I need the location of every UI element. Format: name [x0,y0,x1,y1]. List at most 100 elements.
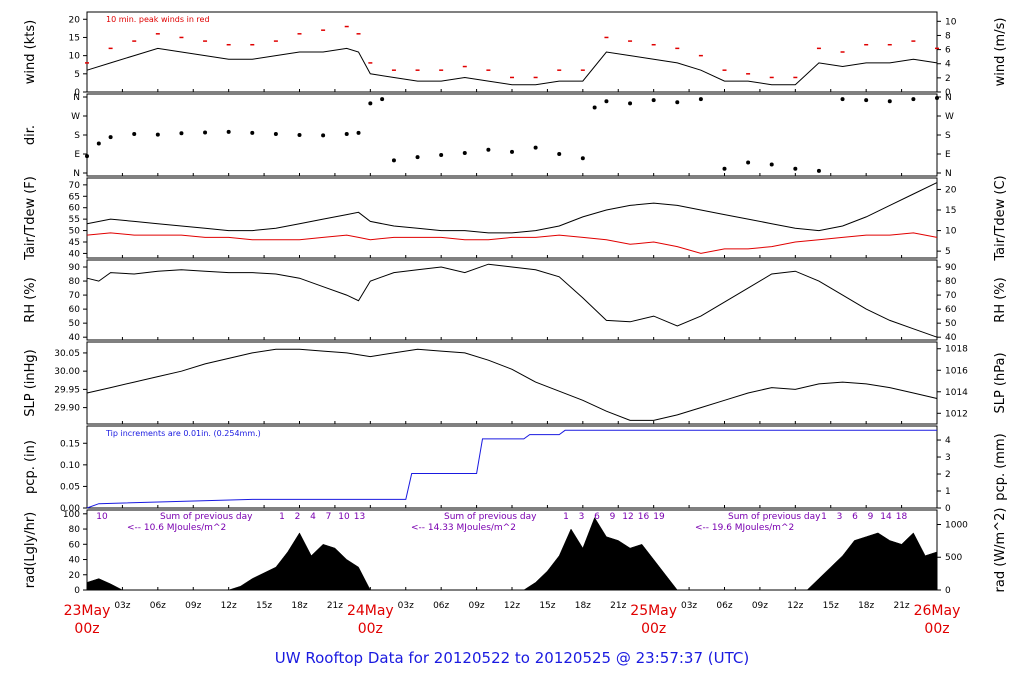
y-tick-label: 65 [69,192,80,202]
panel-frame [86,93,938,177]
wind-direction-point [155,132,160,137]
wind-direction-point [816,168,821,173]
solar-radiation-area [86,517,938,591]
y2-tick-label: 40 [945,333,957,343]
sunrise-hour-label: 10 [338,512,350,522]
x-tick-label: 21z [610,601,626,611]
series-line-tdew [86,232,938,254]
wind-direction-point [580,156,585,161]
date-label: 23May [64,603,111,619]
x-tick-label: 03z [681,601,697,611]
wind-direction-point [557,152,562,156]
y-tick-label: 29.95 [54,385,80,395]
sunrise-hour-label: 1 [279,512,285,522]
panel-frame [86,509,938,591]
panel-rh: 40 50 60 70 80 90 40 50 60 70 80 90 RH (%) RH (%) [23,259,1008,343]
y-tick-label: 40 [69,249,81,259]
x-tick-label: 15z [539,601,555,611]
wind-direction-point [344,131,349,136]
y-tick-label: N [73,169,80,179]
y-tick-label: 45 [69,238,80,248]
y2-tick-label: 10 [945,17,957,27]
sunrise-hour-label: 13 [354,512,365,522]
wind-direction-point [887,99,892,104]
y2-tick-label: 20 [945,185,957,195]
x-tick-label: 21z [893,601,909,611]
y2-tick-label: 1018 [945,345,968,355]
date-time-label: 00z [358,621,383,637]
wind-direction-point [935,96,939,101]
panel-annotation: 10 min. peak winds in red [106,15,210,24]
y2-axis-label: Tair/Tdew (C) [993,175,1008,261]
panel-slp: 29.90 29.95 30.00 30.05 1012 1014 1016 1018 SLP … [23,341,1008,425]
wind-direction-point [321,133,326,138]
sunrise-hour-label: 16 [638,512,650,522]
sunrise-hour-label: 6 [852,512,858,522]
y-tick-label: 50 [69,227,81,237]
y-tick-label: 30.00 [54,367,80,377]
daily-total-label: Sum of previous day [160,512,253,522]
x-tick-label: 12z [504,601,520,611]
y2-tick-label: 10 [945,227,957,237]
y2-tick-label: 0 [945,504,951,514]
y2-tick-label: S [945,131,951,141]
y-tick-label: 70 [69,181,81,191]
x-tick-label: 06z [150,601,166,611]
y2-tick-label: 3 [945,453,951,463]
sunrise-hour-label: 2 [295,512,301,522]
y2-axis-label: SLP (hPa) [993,352,1008,413]
y2-tick-label: W [945,112,954,122]
y-tick-label: S [74,131,80,141]
sunrise-hour-label: 14 [880,512,892,522]
y-tick-label: 55 [69,215,80,225]
date-label: 26May [914,603,961,619]
series-line-tair [86,182,938,234]
sunrise-hour-label: 3 [837,512,843,522]
wind-direction-point [911,97,916,102]
date-time-label: 00z [74,621,99,637]
y2-tick-label: 1000 [945,520,968,530]
x-tick-label: 18z [291,601,307,611]
panel-wind: 0 5 10 15 20 0 2 4 6 8 10 wind (kts) wind (m/s) 10 mi… [23,11,1008,98]
series-line-rh [86,263,938,338]
y2-tick-label: N [945,169,952,179]
y-tick-label: W [71,112,80,122]
sunrise-hour-label: 9 [868,512,874,522]
wind-direction-point [628,101,633,106]
y-tick-label: 90 [69,263,81,273]
wind-direction-point [840,97,845,102]
y2-tick-label: 50 [945,319,957,329]
panel-frame [86,177,938,259]
wind-direction-point [203,130,208,135]
y-tick-label: 30.05 [54,349,80,359]
y2-tick-label: N [945,93,952,103]
wind-direction-point [746,160,751,165]
wind-direction-point [486,147,491,152]
y-axis-label: rad(Lgly/hr) [23,512,38,588]
y-tick-label: 15 [69,33,80,43]
panel-frame [86,11,938,93]
y-axis-label: Tair/Tdew (F) [23,176,38,261]
wind-direction-point [604,99,609,104]
sunrise-hour-label: 1 [821,512,827,522]
y2-tick-label: 1012 [945,409,968,419]
y-tick-label: N [73,93,80,103]
daily-total-label: Sum of previous day [444,512,537,522]
wind-direction-point [132,131,137,136]
wind-direction-point [793,166,798,171]
sunrise-hour-label: 3 [579,512,585,522]
y-tick-label: 5 [74,70,80,80]
x-tick-label: 09z [185,601,201,611]
panel-frame [86,425,938,509]
y2-axis-label: pcp. (mm) [993,433,1008,500]
y2-tick-label: 15 [945,206,956,216]
sunrise-hour-label: 4 [310,512,316,522]
date-label: 25May [630,603,677,619]
y2-tick-label: 80 [945,277,957,287]
y-tick-label: 50 [69,319,81,329]
y2-tick-label: 60 [945,305,957,315]
